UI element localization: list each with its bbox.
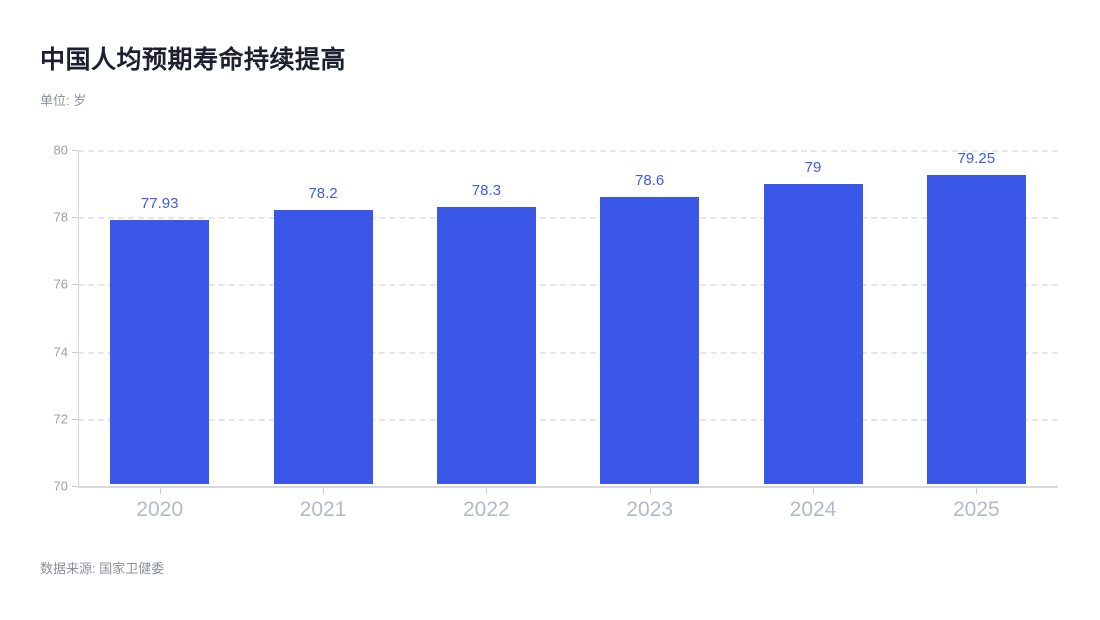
x-axis-tick-label: 2025: [952, 498, 1000, 521]
y-axis-tick-label: 80: [53, 142, 68, 158]
x-axis-tick: [813, 488, 814, 494]
bar-value-label: 77.93: [140, 194, 179, 212]
bar-2023: 78.6: [600, 172, 700, 484]
bar-2025: 79.25: [926, 150, 1026, 484]
x-axis-tick: [159, 488, 161, 494]
bar-value-label: 79.25: [957, 150, 996, 168]
gridline-78: [78, 217, 1058, 220]
x-axis-tick: [323, 488, 324, 494]
y-axis-tick-label: 76: [53, 276, 68, 292]
y-axis-tick-label: 70: [53, 478, 68, 494]
x-axis-line: [78, 486, 1058, 488]
bar-2022: 78.3: [436, 182, 536, 484]
y-axis-tick-label: 78: [53, 209, 68, 225]
x-axis-tick-label: 2022: [462, 498, 510, 521]
y-axis-tick: [72, 418, 78, 420]
y-axis-tick: [72, 486, 78, 487]
chart-title: 中国人均预期寿命持续提高: [40, 46, 347, 74]
source-note: 数据来源: 国家卫健委: [40, 561, 165, 576]
y-axis-tick: [72, 351, 78, 353]
y-axis-tick-label: 74: [53, 344, 68, 360]
chart-unit-label: 单位: 岁: [40, 93, 87, 108]
y-axis-tick-label: 72: [53, 411, 68, 427]
x-axis-tick: [486, 488, 488, 494]
x-axis-tick-label: 2024: [789, 498, 837, 521]
x-axis-tick: [649, 488, 651, 494]
bar-2020: 77.93: [110, 195, 210, 484]
bar-2024: 79: [763, 159, 863, 484]
x-axis-tick-label: 2020: [136, 498, 184, 521]
y-axis-line: [78, 150, 79, 486]
x-axis-tick: [976, 488, 978, 494]
bar-2021: 78.2: [273, 185, 373, 484]
y-axis-tick: [72, 217, 78, 219]
gridline-72: [78, 418, 1058, 421]
bar-value-label: 79: [804, 158, 822, 176]
y-axis-tick: [72, 284, 78, 286]
chart-plot-area: 70 72 74 76 78 80 77.93 78.2 78.3 78.6 79 79.25 20…: [54, 143, 1058, 521]
y-axis-tick: [72, 150, 78, 151]
bar-value-label: 78.6: [635, 172, 665, 190]
gridline-74: [78, 351, 1058, 354]
x-axis-tick-label: 2021: [299, 498, 347, 521]
gridline-76: [78, 284, 1058, 287]
x-axis-tick-label: 2023: [626, 498, 674, 521]
gridline-80: [78, 150, 1058, 152]
bar-value-label: 78.3: [471, 182, 501, 200]
bar-value-label: 78.2: [308, 185, 338, 203]
